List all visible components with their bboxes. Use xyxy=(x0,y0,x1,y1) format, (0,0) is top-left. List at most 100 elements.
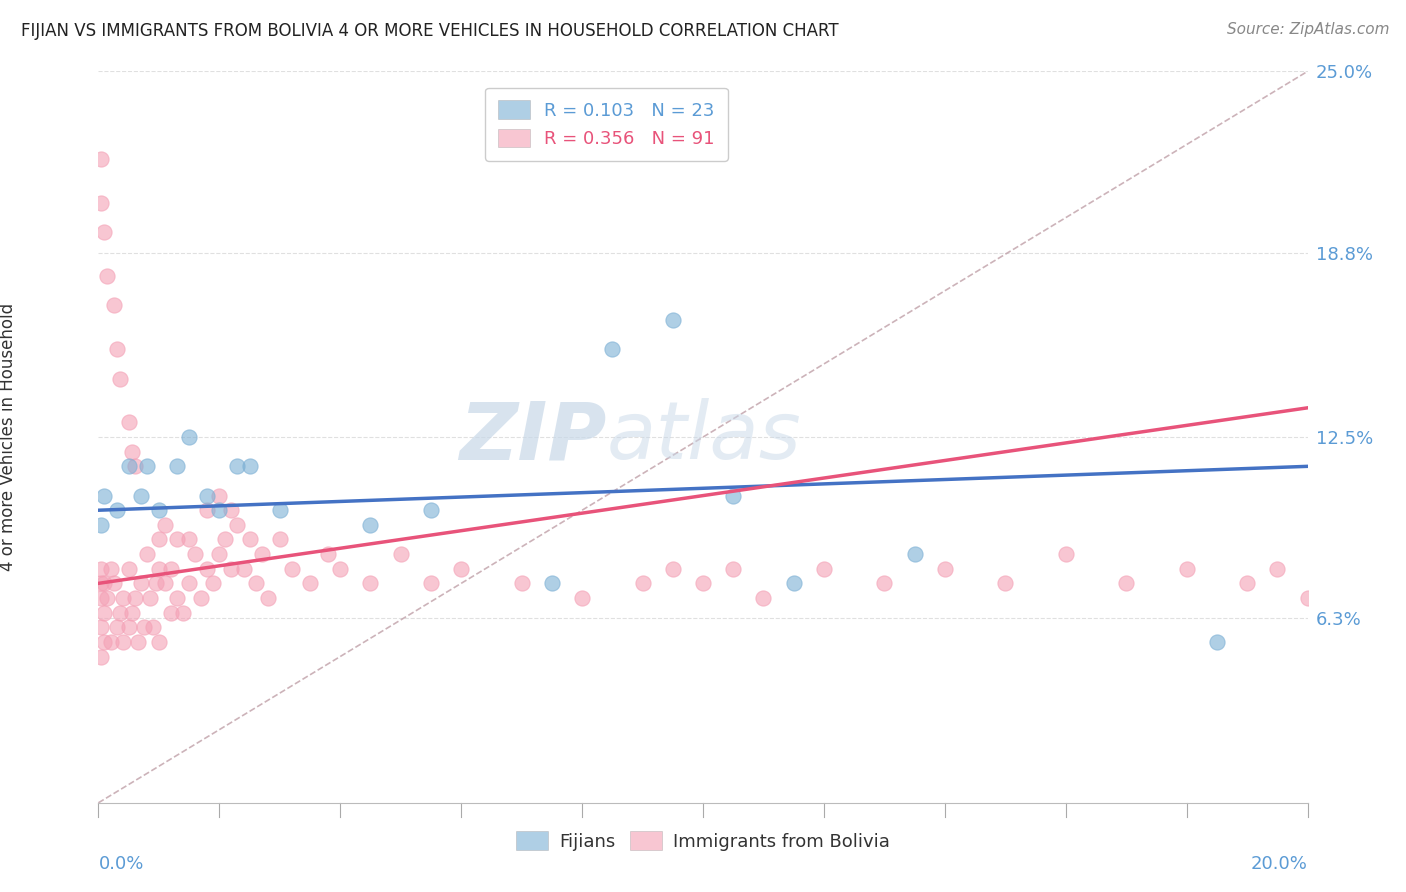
Point xyxy=(160,562,183,576)
Point xyxy=(100,562,122,576)
Point xyxy=(813,562,835,576)
Point xyxy=(232,562,254,576)
Point xyxy=(389,547,412,561)
Point xyxy=(994,576,1017,591)
Point xyxy=(256,591,278,605)
Point xyxy=(783,576,806,591)
Point xyxy=(166,533,188,547)
Point xyxy=(118,416,141,430)
Point xyxy=(153,517,176,532)
Point xyxy=(90,576,112,591)
Point xyxy=(208,547,231,561)
Point xyxy=(93,225,115,239)
Text: ZIP: ZIP xyxy=(458,398,606,476)
Point xyxy=(127,635,149,649)
Point xyxy=(100,635,122,649)
Point xyxy=(195,489,218,503)
Point xyxy=(148,635,170,649)
Legend: Fijians, Immigrants from Bolivia: Fijians, Immigrants from Bolivia xyxy=(506,822,900,860)
Point xyxy=(873,576,896,591)
Point xyxy=(105,503,128,517)
Point xyxy=(118,562,141,576)
Point xyxy=(145,576,167,591)
Point xyxy=(142,620,165,634)
Point xyxy=(1206,635,1229,649)
Point xyxy=(316,547,339,561)
Text: 4 or more Vehicles in Household: 4 or more Vehicles in Household xyxy=(0,303,17,571)
Point xyxy=(602,343,624,357)
Point xyxy=(1296,591,1319,605)
Point xyxy=(124,591,146,605)
Point xyxy=(103,576,125,591)
Point xyxy=(179,576,201,591)
Text: 0.0%: 0.0% xyxy=(98,855,143,873)
Point xyxy=(1267,562,1289,576)
Point xyxy=(510,576,533,591)
Point xyxy=(90,591,112,605)
Point xyxy=(202,576,225,591)
Point xyxy=(148,533,170,547)
Point xyxy=(221,562,243,576)
Point xyxy=(179,533,201,547)
Point xyxy=(214,533,236,547)
Point xyxy=(723,562,745,576)
Point xyxy=(108,371,131,385)
Point xyxy=(111,591,134,605)
Point xyxy=(166,591,188,605)
Point xyxy=(661,313,683,327)
Text: FIJIAN VS IMMIGRANTS FROM BOLIVIA 4 OR MORE VEHICLES IN HOUSEHOLD CORRELATION CH: FIJIAN VS IMMIGRANTS FROM BOLIVIA 4 OR M… xyxy=(21,22,839,40)
Point xyxy=(420,576,443,591)
Point xyxy=(139,591,162,605)
Point xyxy=(221,503,243,517)
Point xyxy=(93,489,115,503)
Text: 20.0%: 20.0% xyxy=(1251,855,1308,873)
Point xyxy=(904,547,927,561)
Point xyxy=(129,576,152,591)
Point xyxy=(190,591,212,605)
Point xyxy=(96,269,118,284)
Point xyxy=(129,489,152,503)
Point xyxy=(540,576,562,591)
Point xyxy=(360,517,382,532)
Point xyxy=(195,562,218,576)
Point xyxy=(360,576,382,591)
Point xyxy=(269,533,291,547)
Point xyxy=(90,649,112,664)
Point xyxy=(132,620,155,634)
Point xyxy=(90,152,112,166)
Point xyxy=(172,606,194,620)
Point xyxy=(245,576,267,591)
Point xyxy=(93,635,115,649)
Point xyxy=(108,606,131,620)
Point xyxy=(124,459,146,474)
Point xyxy=(166,459,188,474)
Point xyxy=(121,444,143,458)
Point xyxy=(96,591,118,605)
Point xyxy=(153,576,176,591)
Point xyxy=(195,503,218,517)
Point xyxy=(934,562,956,576)
Point xyxy=(184,547,207,561)
Point xyxy=(239,459,262,474)
Point xyxy=(90,562,112,576)
Point xyxy=(93,606,115,620)
Point xyxy=(692,576,714,591)
Text: atlas: atlas xyxy=(606,398,801,476)
Point xyxy=(103,298,125,312)
Point xyxy=(226,517,249,532)
Point xyxy=(1054,547,1077,561)
Point xyxy=(1175,562,1198,576)
Point xyxy=(1236,576,1258,591)
Point xyxy=(90,196,112,211)
Point xyxy=(208,489,231,503)
Point xyxy=(111,635,134,649)
Point xyxy=(571,591,593,605)
Point xyxy=(105,343,128,357)
Point xyxy=(1115,576,1137,591)
Point xyxy=(329,562,352,576)
Point xyxy=(160,606,183,620)
Point xyxy=(752,591,775,605)
Point xyxy=(250,547,273,561)
Point xyxy=(105,620,128,634)
Text: Source: ZipAtlas.com: Source: ZipAtlas.com xyxy=(1226,22,1389,37)
